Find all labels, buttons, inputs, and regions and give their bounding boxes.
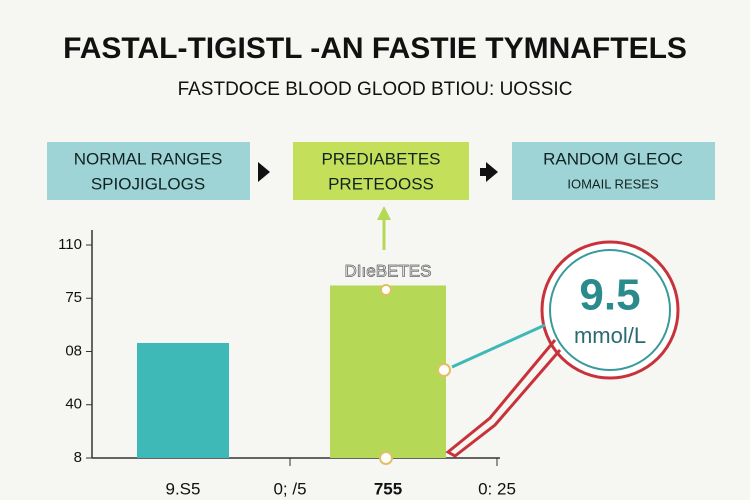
callout-unit: mmol/L: [574, 323, 646, 348]
box: [47, 142, 250, 200]
box: [512, 142, 715, 200]
marker: [437, 363, 451, 377]
y-tick-label: 110: [58, 236, 82, 253]
x-tick-label: 0: 25: [478, 479, 516, 498]
box-text: SPIOJIGLOGS: [91, 174, 205, 193]
y-tick-label: 08: [65, 342, 82, 359]
box-text: IOMAIL RESES: [567, 176, 659, 191]
y-tick-label: 75: [65, 289, 82, 306]
subtitle: FASTDOCE BLOOD GLOOD BTIOU: UOSSIC: [178, 79, 573, 100]
box-text: PRETEOOSS: [328, 174, 434, 193]
x-tick-label: 755: [374, 479, 402, 498]
pointer: [451, 323, 546, 369]
callout-ring: [549, 249, 671, 371]
marker: [379, 451, 393, 465]
box-text: PREDIABETES: [321, 149, 440, 168]
arrow: [486, 162, 498, 182]
title: FASTAL-TIGISTL -AN FASTIE TYMNAFTELS: [63, 32, 687, 65]
bar: [330, 285, 446, 458]
connector-arrow: [377, 206, 391, 220]
annotation: DIıeBETES: [345, 261, 432, 280]
bar: [137, 342, 229, 458]
plot: 8 40 08 75 110 9.S5 0; /5 755 0: 25 DIıeBETES: [58, 230, 516, 498]
callout-circle: [540, 240, 680, 380]
box: [293, 142, 469, 200]
x-tick-label: 9.S5: [166, 479, 201, 498]
thermometer: [445, 339, 562, 458]
y-tick-label: 40: [65, 396, 82, 413]
y-tick-label: 8: [74, 449, 82, 466]
marker: [380, 284, 392, 296]
box-text: RANDOM GLEOC: [543, 149, 683, 168]
arrow: [480, 168, 486, 176]
arrow: [258, 168, 264, 176]
callout-value: 9.5: [579, 271, 640, 320]
x-tick-label: 0; /5: [273, 479, 306, 498]
box-text: NORMAL RANGES: [74, 149, 223, 168]
